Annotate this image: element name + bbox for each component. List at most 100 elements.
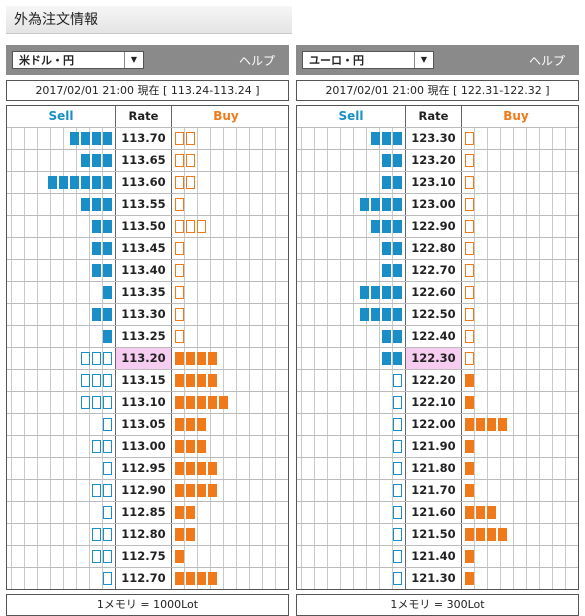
usdjpy-panel: 米ドル・円 ▼ ヘルプ 2017/02/01 21:00 現在 [ 113.24… — [6, 45, 289, 616]
buy-volume-bar — [465, 308, 474, 321]
buy-volume-block — [186, 132, 195, 145]
sell-volume-block — [92, 242, 101, 255]
buy-volume-block — [175, 198, 184, 211]
sell-cell — [7, 502, 115, 523]
buy-cell — [172, 348, 280, 369]
sell-volume-block — [360, 198, 369, 211]
rate-value: 113.45 — [115, 238, 172, 259]
rate-value: 112.95 — [115, 458, 172, 479]
buy-volume-bar — [175, 374, 217, 387]
help-link[interactable]: ヘルプ — [528, 54, 565, 68]
sell-volume-block — [393, 308, 402, 321]
order-row: 121.30 — [297, 568, 578, 589]
sell-volume-block — [393, 352, 402, 365]
currency-pair-value: ユーロ・円 — [309, 54, 364, 67]
buy-cell — [462, 480, 570, 501]
buy-volume-bar — [465, 286, 474, 299]
sell-volume-block — [81, 198, 90, 211]
order-rows: 113.70 113.65 113.60 113.55 113.50 113.45 113.… — [7, 128, 288, 589]
order-row: 113.70 — [7, 128, 288, 150]
buy-volume-block — [175, 264, 184, 277]
sell-volume-block — [92, 198, 101, 211]
order-row: 122.80 — [297, 238, 578, 260]
buy-volume-bar — [175, 242, 184, 255]
sell-volume-block — [70, 132, 79, 145]
buy-cell — [172, 524, 280, 545]
sell-volume-bar — [393, 550, 402, 563]
buy-volume-block — [186, 418, 195, 431]
sell-volume-bar — [92, 308, 112, 321]
buy-volume-bar — [175, 330, 184, 343]
sell-cell — [7, 194, 115, 215]
buy-volume-bar — [465, 176, 474, 189]
sell-volume-block — [59, 176, 68, 189]
dropdown-arrow-icon[interactable]: ▼ — [414, 52, 433, 68]
rate-value: 113.15 — [115, 370, 172, 391]
order-row: 122.50 — [297, 304, 578, 326]
buy-volume-block — [498, 528, 507, 541]
buy-volume-block — [465, 440, 474, 453]
buy-volume-block — [175, 374, 184, 387]
sell-volume-block — [103, 154, 112, 167]
rate-value: 122.80 — [405, 238, 462, 259]
rate-value: 112.85 — [115, 502, 172, 523]
sell-volume-block — [103, 352, 112, 365]
buy-volume-bar — [175, 176, 195, 189]
sell-volume-block — [382, 154, 391, 167]
buy-volume-block — [197, 462, 206, 475]
buy-volume-bar — [465, 242, 474, 255]
sell-volume-block — [103, 220, 112, 233]
rate-value: 113.00 — [115, 436, 172, 457]
sell-volume-block — [393, 176, 402, 189]
sell-volume-block — [92, 220, 101, 233]
sell-volume-bar — [382, 264, 402, 277]
buy-volume-block — [219, 396, 228, 409]
buy-volume-bar — [175, 220, 206, 233]
buy-volume-block — [465, 352, 474, 365]
currency-pair-select[interactable]: ユーロ・円 ▼ — [302, 51, 434, 69]
buy-cell — [462, 436, 570, 457]
sell-cell — [297, 260, 405, 281]
buy-volume-block — [175, 396, 184, 409]
sell-volume-block — [393, 440, 402, 453]
sell-volume-block — [92, 154, 101, 167]
buy-cell — [462, 370, 570, 391]
sell-volume-block — [48, 176, 57, 189]
sell-volume-block — [81, 154, 90, 167]
buy-volume-bar — [175, 198, 184, 211]
buy-cell — [462, 172, 570, 193]
rate-timestamp: 2017/02/01 21:00 現在 [ 113.24-113.24 ] — [6, 80, 289, 101]
sell-volume-block — [393, 484, 402, 497]
buy-volume-block — [476, 528, 485, 541]
buy-volume-bar — [465, 506, 496, 519]
sell-volume-bar — [393, 440, 402, 453]
sell-volume-block — [393, 198, 402, 211]
rate-value: 123.20 — [405, 150, 462, 171]
sell-volume-block — [103, 528, 112, 541]
help-link[interactable]: ヘルプ — [238, 54, 275, 68]
buy-volume-block — [175, 286, 184, 299]
currency-pair-select[interactable]: 米ドル・円 ▼ — [12, 51, 144, 69]
sell-volume-block — [382, 264, 391, 277]
sell-cell — [7, 568, 115, 589]
buy-cell — [462, 260, 570, 281]
buy-volume-bar — [175, 572, 217, 585]
buy-volume-block — [186, 572, 195, 585]
sell-volume-block — [371, 308, 380, 321]
sell-volume-block — [371, 132, 380, 145]
sell-volume-block — [393, 264, 402, 277]
buy-volume-block — [465, 374, 474, 387]
dropdown-arrow-icon[interactable]: ▼ — [124, 52, 143, 68]
buy-cell — [172, 194, 280, 215]
order-row: 123.30 — [297, 128, 578, 150]
sell-volume-bar — [382, 176, 402, 189]
buy-volume-block — [175, 132, 184, 145]
sell-volume-bar — [92, 242, 112, 255]
sell-volume-bar — [393, 374, 402, 387]
buy-volume-block — [175, 418, 184, 431]
sell-volume-block — [382, 176, 391, 189]
sell-volume-block — [103, 286, 112, 299]
lot-scale-note: 1メモリ = 300Lot — [296, 594, 579, 616]
buy-volume-bar — [175, 352, 217, 365]
buy-volume-block — [465, 396, 474, 409]
